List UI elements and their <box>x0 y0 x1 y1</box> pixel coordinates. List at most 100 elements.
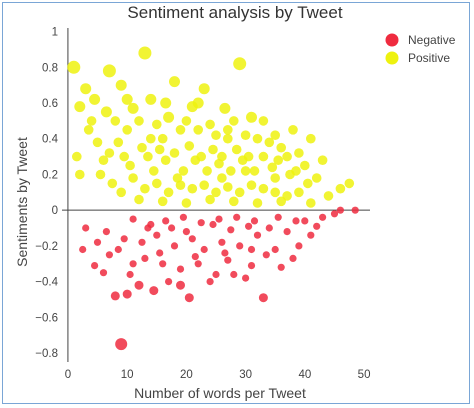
positive-point[interactable] <box>258 151 269 162</box>
legend-item-negative[interactable]: Negative <box>385 33 456 47</box>
positive-point[interactable] <box>193 125 203 135</box>
positive-point[interactable] <box>229 196 239 207</box>
positive-point[interactable] <box>249 166 260 176</box>
negative-point[interactable] <box>295 242 303 250</box>
positive-point[interactable] <box>125 160 135 171</box>
negative-point[interactable] <box>289 254 297 262</box>
positive-point[interactable] <box>67 60 81 74</box>
negative-point[interactable] <box>114 245 122 254</box>
positive-point[interactable] <box>95 169 106 180</box>
positive-point[interactable] <box>264 137 275 148</box>
positive-point[interactable] <box>102 64 116 78</box>
positive-point[interactable] <box>223 133 233 144</box>
negative-point[interactable] <box>176 280 185 290</box>
negative-point[interactable] <box>149 286 159 296</box>
positive-point[interactable] <box>140 183 150 194</box>
positive-point[interactable] <box>267 162 278 173</box>
positive-point[interactable] <box>127 102 139 114</box>
negative-point[interactable] <box>283 228 291 236</box>
negative-point[interactable] <box>115 338 128 351</box>
positive-point[interactable] <box>344 178 355 189</box>
positive-point[interactable] <box>240 166 251 176</box>
negative-point[interactable] <box>236 242 244 250</box>
positive-point[interactable] <box>80 83 92 95</box>
negative-point[interactable] <box>129 215 137 223</box>
positive-point[interactable] <box>160 97 172 109</box>
negative-point[interactable] <box>165 278 173 286</box>
positive-point[interactable] <box>335 183 346 194</box>
positive-point[interactable] <box>128 173 138 183</box>
positive-point[interactable] <box>89 93 101 105</box>
negative-point[interactable] <box>110 291 120 301</box>
negative-point[interactable] <box>330 210 339 218</box>
positive-point[interactable] <box>217 173 227 183</box>
negative-point[interactable] <box>159 260 167 268</box>
positive-point[interactable] <box>276 142 287 153</box>
positive-point[interactable] <box>306 133 316 144</box>
negative-point[interactable] <box>274 213 282 221</box>
positive-point[interactable] <box>246 111 257 123</box>
negative-point[interactable] <box>134 280 144 290</box>
positive-point[interactable] <box>146 133 156 144</box>
positive-point[interactable] <box>246 180 257 190</box>
positive-point[interactable] <box>145 93 157 105</box>
negative-point[interactable] <box>141 254 149 262</box>
positive-point[interactable] <box>270 187 281 198</box>
positive-point[interactable] <box>223 182 233 192</box>
negative-point[interactable] <box>99 269 108 277</box>
positive-point[interactable] <box>211 130 221 140</box>
negative-point[interactable] <box>233 213 241 221</box>
positive-point[interactable] <box>199 180 209 190</box>
negative-point[interactable] <box>313 222 321 230</box>
negative-point[interactable] <box>215 215 223 223</box>
positive-point[interactable] <box>138 46 152 60</box>
negative-point[interactable] <box>292 217 300 225</box>
negative-point[interactable] <box>206 278 214 286</box>
positive-point[interactable] <box>83 125 94 135</box>
positive-point[interactable] <box>178 166 189 176</box>
positive-point[interactable] <box>160 155 171 165</box>
negative-point[interactable] <box>221 249 229 257</box>
positive-point[interactable] <box>294 148 304 158</box>
positive-point[interactable] <box>175 125 186 135</box>
positive-point[interactable] <box>231 144 242 155</box>
negative-point[interactable] <box>247 245 256 254</box>
negative-point[interactable] <box>245 222 253 230</box>
positive-point[interactable] <box>163 111 175 123</box>
positive-point[interactable] <box>107 178 118 189</box>
negative-point[interactable] <box>271 245 279 254</box>
negative-point[interactable] <box>319 213 327 221</box>
negative-point[interactable] <box>179 213 187 221</box>
positive-point[interactable] <box>291 166 301 176</box>
negative-point[interactable] <box>153 231 161 239</box>
positive-point[interactable] <box>229 116 239 126</box>
positive-point[interactable] <box>243 151 254 162</box>
positive-point[interactable] <box>172 173 183 183</box>
negative-point[interactable] <box>194 260 202 268</box>
positive-point[interactable] <box>323 191 334 201</box>
negative-point[interactable] <box>351 206 359 214</box>
negative-point[interactable] <box>212 270 220 279</box>
positive-point[interactable] <box>74 101 86 113</box>
negative-point[interactable] <box>230 270 238 279</box>
positive-point[interactable] <box>234 187 245 198</box>
positive-point[interactable] <box>137 142 147 153</box>
positive-point[interactable] <box>98 155 109 165</box>
positive-point[interactable] <box>270 173 281 183</box>
negative-point[interactable] <box>307 231 315 239</box>
negative-point[interactable] <box>258 293 268 303</box>
positive-point[interactable] <box>113 137 124 148</box>
negative-point[interactable] <box>253 231 262 239</box>
positive-point[interactable] <box>184 141 195 151</box>
positive-point[interactable] <box>175 180 186 190</box>
positive-point[interactable] <box>258 183 269 194</box>
positive-point[interactable] <box>154 144 165 155</box>
positive-point[interactable] <box>92 137 103 148</box>
positive-point[interactable] <box>134 116 144 126</box>
positive-point[interactable] <box>100 106 112 118</box>
positive-point[interactable] <box>288 125 298 135</box>
positive-point[interactable] <box>198 83 210 95</box>
positive-point[interactable] <box>115 79 127 91</box>
negative-point[interactable] <box>176 265 185 273</box>
negative-point[interactable] <box>188 235 196 243</box>
